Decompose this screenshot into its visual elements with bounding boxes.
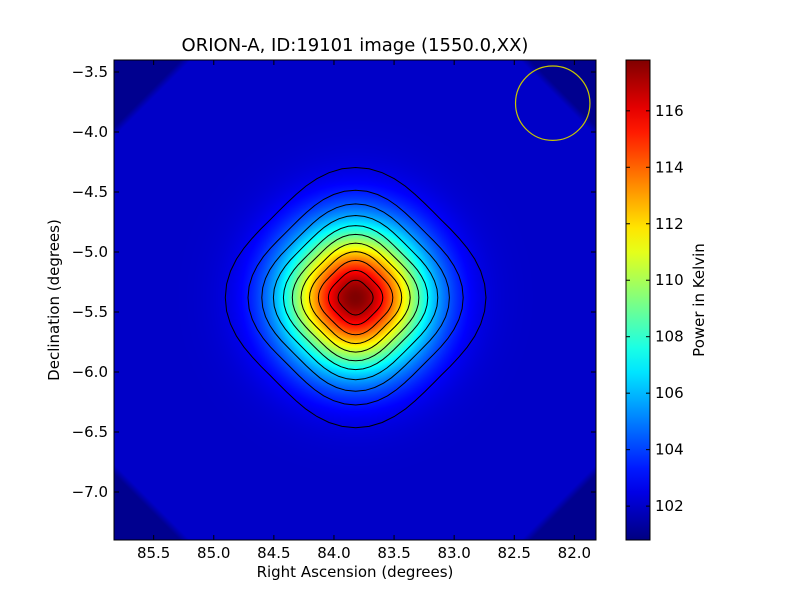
colorbar-tick-label: 106 bbox=[655, 384, 684, 402]
contour-level-7 bbox=[308, 251, 403, 345]
colorbar-tick-label: 114 bbox=[655, 158, 684, 176]
colorbar-tick-label: 110 bbox=[655, 271, 684, 289]
y-tick-label: −7.0 bbox=[72, 483, 108, 501]
x-tick-label: 82.5 bbox=[498, 544, 531, 562]
y-axis-label: Declination (degrees) bbox=[45, 219, 63, 381]
heatmap-image bbox=[114, 60, 596, 540]
chart-title: ORION-A, ID:19101 image (1550.0,XX) bbox=[182, 35, 529, 56]
x-axis-label: Right Ascension (degrees) bbox=[257, 563, 454, 581]
heatmap-plot: 85.5 85.0 84.5 84.0 83.5 83.0 82.5 82.0 −3.5 −4.… bbox=[45, 35, 597, 581]
contour-level-9 bbox=[327, 269, 384, 326]
y-tick-label: −4.5 bbox=[72, 183, 108, 201]
contour-level-10 bbox=[337, 279, 374, 316]
colorbar-ticks: 102 104 106 108 110 112 114 116 bbox=[626, 102, 684, 515]
contour-lines bbox=[224, 166, 487, 429]
contour-level-0 bbox=[224, 166, 487, 429]
colorbar-tick-label: 108 bbox=[655, 328, 684, 346]
x-tick-label: 83.0 bbox=[437, 544, 470, 562]
x-tick-label: 82.0 bbox=[558, 544, 591, 562]
contour-level-3 bbox=[272, 214, 439, 381]
colorbar: 102 104 106 108 110 112 114 116 Power in Kelvin bbox=[625, 59, 708, 541]
colorbar-tick-label: 116 bbox=[655, 102, 684, 120]
contour-level-8 bbox=[317, 259, 394, 336]
x-tick-label: 85.0 bbox=[197, 544, 230, 562]
contour-level-4 bbox=[282, 225, 429, 371]
contour-level-1 bbox=[247, 189, 464, 406]
y-tick-label: −5.0 bbox=[72, 243, 108, 261]
beam-circle-marker bbox=[514, 65, 591, 142]
colorbar-label: Power in Kelvin bbox=[690, 243, 708, 357]
x-tick-label: 84.5 bbox=[257, 544, 290, 562]
contour-level-6 bbox=[300, 242, 411, 353]
x-axis-ticks: 85.5 85.0 84.5 84.0 83.5 83.0 82.5 82.0 bbox=[137, 60, 591, 562]
y-tick-label: −3.5 bbox=[72, 63, 108, 81]
x-tick-label: 84.0 bbox=[317, 544, 350, 562]
x-tick-label: 83.5 bbox=[377, 544, 410, 562]
plot-frame bbox=[113, 59, 597, 541]
y-tick-label: −5.5 bbox=[72, 303, 108, 321]
colorbar-tick-label: 112 bbox=[655, 215, 684, 233]
y-tick-label: −4.0 bbox=[72, 123, 108, 141]
y-axis-ticks: −3.5 −4.0 −4.5 −5.0 −5.5 −6.0 −6.5 −7.0 bbox=[72, 63, 596, 501]
colorbar-bar bbox=[625, 59, 651, 541]
y-tick-label: −6.5 bbox=[72, 423, 108, 441]
colorbar-tick-label: 104 bbox=[655, 441, 684, 459]
colorbar-tick-label: 102 bbox=[655, 497, 684, 515]
x-tick-label: 85.5 bbox=[137, 544, 170, 562]
contour-level-2 bbox=[261, 203, 450, 392]
contour-level-5 bbox=[291, 233, 420, 362]
y-tick-label: −6.0 bbox=[72, 363, 108, 381]
